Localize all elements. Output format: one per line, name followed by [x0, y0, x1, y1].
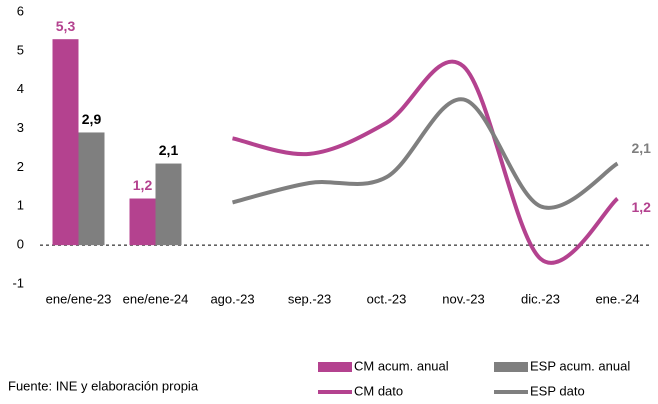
legend-label: CM acum. anual: [354, 358, 449, 373]
y-tick-label: 0: [17, 237, 24, 252]
value-label: 2,1: [632, 140, 652, 156]
bar: [129, 198, 156, 246]
x-tick-label: nov.-23: [442, 291, 484, 306]
value-label: 2,1: [159, 142, 179, 158]
legend-swatch: [318, 362, 352, 372]
x-tick-label: oct.-23: [367, 291, 407, 306]
bar: [52, 39, 79, 246]
value-label: 1,2: [632, 199, 652, 215]
y-tick-label: 4: [17, 81, 24, 96]
x-tick-label: ene.-24: [595, 291, 639, 306]
value-label: 1,2: [133, 177, 153, 193]
x-tick-label: ene/ene-24: [123, 291, 189, 306]
legend-swatch: [494, 362, 528, 372]
x-tick-label: dic.-23: [521, 291, 560, 306]
x-tick-label: ago.-23: [210, 291, 254, 306]
value-label: 5,3: [56, 18, 76, 34]
legend-label: CM dato: [354, 383, 403, 398]
line: [232, 59, 619, 265]
y-tick-label: 5: [17, 42, 24, 57]
line: [232, 97, 619, 210]
bar: [78, 132, 105, 246]
source-note: Fuente: INE y elaboración propia: [8, 378, 199, 393]
value-label: 2,9: [82, 111, 102, 127]
y-tick-label: 1: [17, 198, 24, 213]
x-tick-label: sep.-23: [288, 291, 331, 306]
y-tick-label: 3: [17, 120, 24, 135]
legend-label: ESP acum. anual: [530, 358, 630, 373]
y-tick-label: 2: [17, 159, 24, 174]
bar: [155, 163, 182, 246]
y-tick-label: 6: [17, 3, 24, 18]
x-tick-label: ene/ene-23: [46, 291, 112, 306]
y-tick-label: -1: [12, 275, 24, 290]
legend-label: ESP dato: [530, 383, 585, 398]
